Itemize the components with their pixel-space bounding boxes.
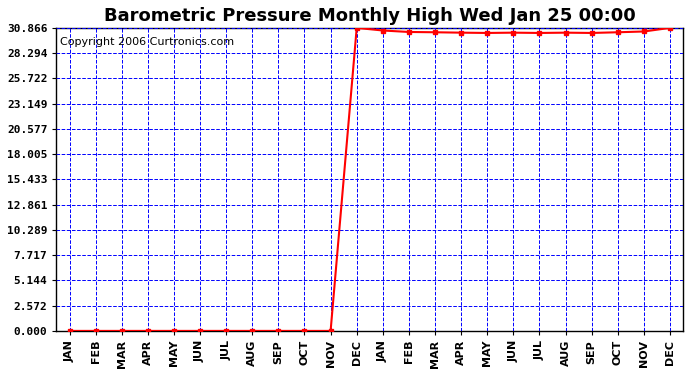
Text: Copyright 2006 Curtronics.com: Copyright 2006 Curtronics.com xyxy=(59,37,234,47)
Title: Barometric Pressure Monthly High Wed Jan 25 00:00: Barometric Pressure Monthly High Wed Jan… xyxy=(104,7,635,25)
